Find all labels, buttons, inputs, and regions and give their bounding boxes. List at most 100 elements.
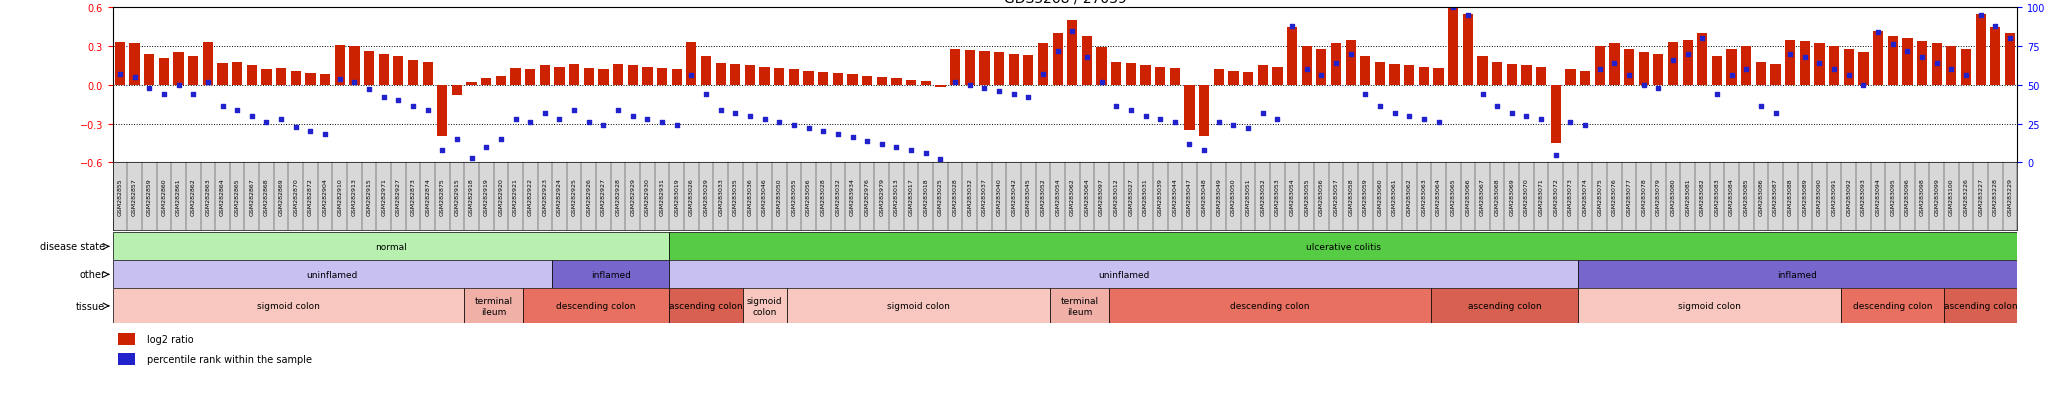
Bar xyxy=(1726,50,1737,85)
Text: GSM282867: GSM282867 xyxy=(250,178,254,216)
Point xyxy=(1085,79,1118,86)
Point xyxy=(881,144,913,151)
Point xyxy=(1964,13,1997,19)
Bar xyxy=(905,81,915,85)
Bar xyxy=(979,52,989,85)
Point xyxy=(1524,116,1559,123)
Text: GSM283091: GSM283091 xyxy=(1831,178,1837,216)
Text: GSM283052: GSM283052 xyxy=(1260,178,1266,216)
Text: GSM283074: GSM283074 xyxy=(1583,178,1587,216)
Point xyxy=(762,119,795,126)
Bar xyxy=(1976,15,1987,85)
Point xyxy=(719,110,752,117)
FancyBboxPatch shape xyxy=(1108,289,1432,323)
Text: GSM282926: GSM282926 xyxy=(586,178,592,216)
Point xyxy=(176,92,209,98)
Point xyxy=(162,82,195,89)
Bar xyxy=(422,62,432,85)
Point xyxy=(778,123,811,129)
Bar xyxy=(657,69,668,85)
Text: terminal
ileum: terminal ileum xyxy=(1061,297,1098,316)
Text: ascending colon: ascending colon xyxy=(1468,301,1542,311)
Bar xyxy=(1550,85,1561,144)
Point xyxy=(557,107,590,114)
Bar xyxy=(203,43,213,85)
FancyBboxPatch shape xyxy=(1051,289,1108,323)
Point xyxy=(1481,104,1513,111)
Text: descending colon: descending colon xyxy=(1231,301,1311,311)
Text: GSM283096: GSM283096 xyxy=(1905,178,1911,216)
Bar xyxy=(584,69,594,85)
Point xyxy=(821,132,854,138)
Text: GSM283057: GSM283057 xyxy=(1333,178,1339,216)
Text: percentile rank within the sample: percentile rank within the sample xyxy=(147,355,311,365)
Text: GSM283098: GSM283098 xyxy=(1919,178,1925,216)
Point xyxy=(133,85,166,92)
Point xyxy=(397,104,430,111)
Point xyxy=(1569,123,1602,129)
Bar xyxy=(1096,48,1106,85)
FancyBboxPatch shape xyxy=(113,233,670,261)
Text: GSM283090: GSM283090 xyxy=(1817,178,1823,216)
Point xyxy=(1862,30,1894,36)
Text: tissue: tissue xyxy=(76,301,104,311)
Text: disease state: disease state xyxy=(41,242,104,252)
Bar xyxy=(1303,47,1313,85)
Bar xyxy=(877,78,887,85)
Bar xyxy=(1698,34,1708,85)
Point xyxy=(1819,67,1851,74)
Point xyxy=(1071,55,1104,61)
Text: sigmoid
colon: sigmoid colon xyxy=(748,297,782,316)
FancyBboxPatch shape xyxy=(113,261,553,289)
Text: GSM282861: GSM282861 xyxy=(176,178,180,216)
Text: GSM282930: GSM282930 xyxy=(645,178,649,216)
Text: GSM283039: GSM283039 xyxy=(1157,178,1163,216)
Point xyxy=(469,144,502,151)
Point xyxy=(1335,51,1368,58)
Text: GSM283029: GSM283029 xyxy=(705,178,709,216)
Text: GSM283035: GSM283035 xyxy=(733,178,737,216)
Text: GSM283032: GSM283032 xyxy=(967,178,973,216)
Point xyxy=(324,76,356,83)
Text: GSM283094: GSM283094 xyxy=(1876,178,1880,216)
Point xyxy=(1495,110,1528,117)
Bar xyxy=(817,73,827,85)
Bar xyxy=(1419,68,1430,85)
Text: GSM283099: GSM283099 xyxy=(1933,178,1939,216)
Point xyxy=(969,85,1001,92)
Point xyxy=(631,116,664,123)
Point xyxy=(1012,95,1044,101)
Bar xyxy=(1653,55,1663,85)
Bar xyxy=(1198,85,1208,137)
Text: GSM283050: GSM283050 xyxy=(776,178,782,216)
Bar xyxy=(453,85,463,96)
Text: GSM283081: GSM283081 xyxy=(1686,178,1690,216)
Text: GSM282928: GSM282928 xyxy=(616,178,621,216)
Bar xyxy=(1595,47,1606,85)
Text: GSM283026: GSM283026 xyxy=(688,178,694,216)
Text: GSM283092: GSM283092 xyxy=(1847,178,1851,216)
Text: other: other xyxy=(80,270,104,280)
Bar xyxy=(993,53,1004,85)
Bar xyxy=(1081,37,1092,85)
Point xyxy=(1276,24,1309,30)
Bar xyxy=(1903,39,1913,85)
Bar xyxy=(862,76,872,85)
Point xyxy=(295,129,328,135)
Text: GSM282875: GSM282875 xyxy=(440,178,444,216)
Text: GSM283056: GSM283056 xyxy=(807,178,811,216)
Text: GSM283073: GSM283073 xyxy=(1569,178,1573,216)
Bar xyxy=(1214,70,1225,85)
Text: GSM283054: GSM283054 xyxy=(1055,178,1061,216)
Point xyxy=(1290,67,1323,74)
Point xyxy=(836,135,868,141)
Text: GSM283056: GSM283056 xyxy=(1319,178,1323,216)
Bar xyxy=(1126,64,1137,85)
Text: GSM283066: GSM283066 xyxy=(1466,178,1470,216)
Text: GSM283028: GSM283028 xyxy=(952,178,958,216)
Text: uninflamed: uninflamed xyxy=(1098,270,1149,279)
Text: GSM283226: GSM283226 xyxy=(1964,178,1968,216)
Point xyxy=(352,87,385,93)
Text: GSM283033: GSM283033 xyxy=(719,178,723,216)
FancyBboxPatch shape xyxy=(743,289,786,323)
